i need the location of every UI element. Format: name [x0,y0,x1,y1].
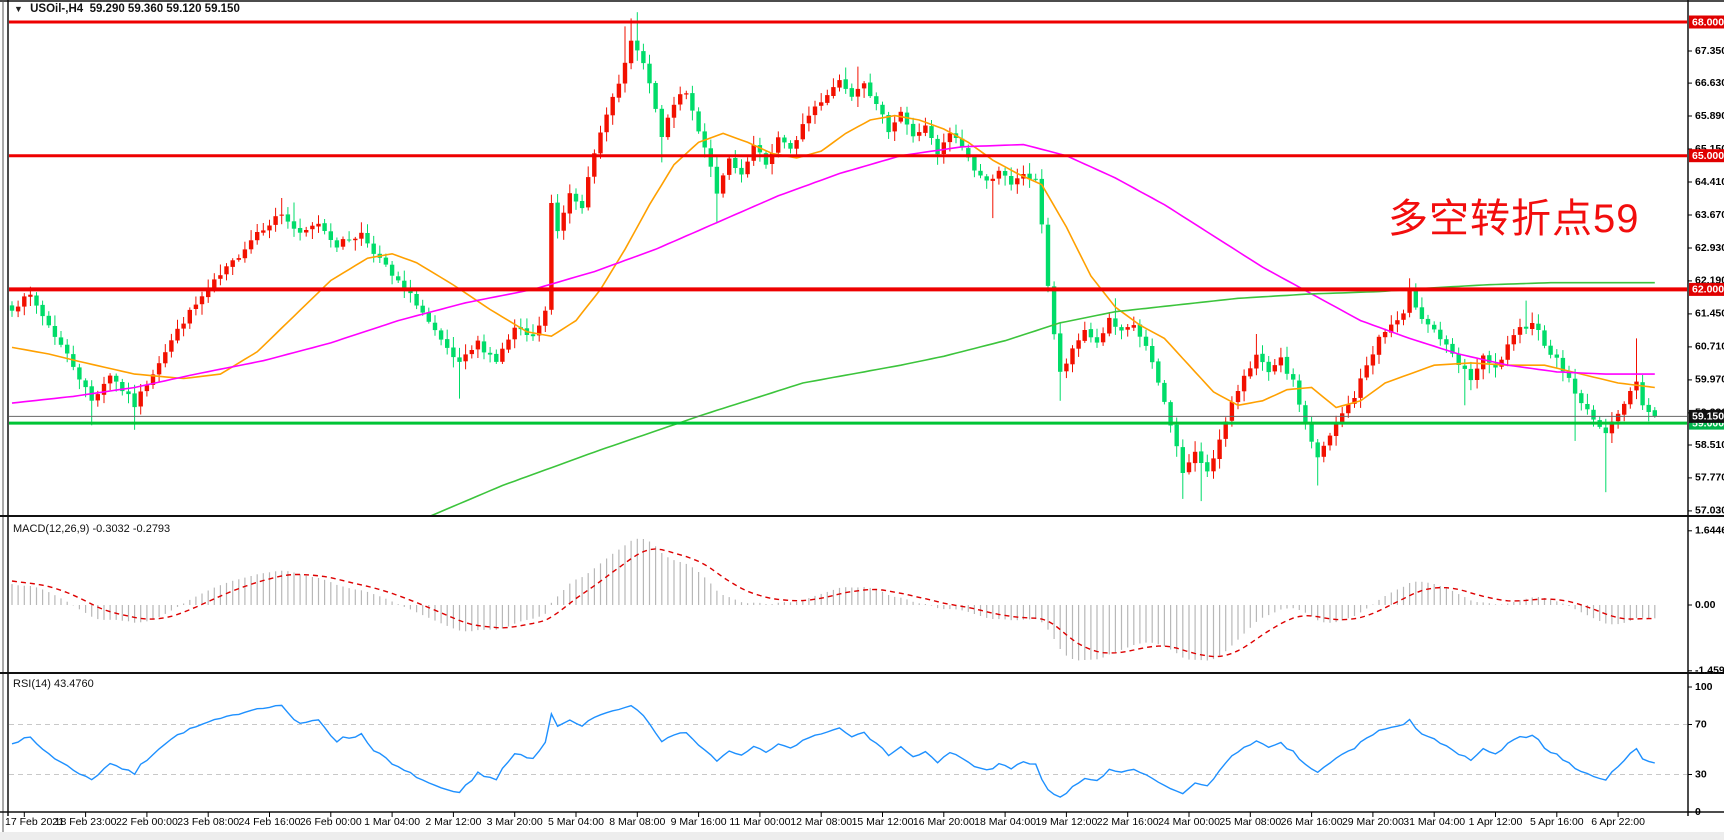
svg-text:59.970: 59.970 [1695,374,1724,386]
svg-text:5 Mar 04:00: 5 Mar 04:00 [548,816,604,828]
svg-text:64.410: 64.410 [1695,176,1724,188]
macd-signal-line [11,548,1655,658]
ma-medium-magenta-line [11,143,1655,404]
svg-text:24 Mar 00:00: 24 Mar 00:00 [1158,816,1220,828]
svg-text:70: 70 [1695,718,1707,730]
svg-text:2 Mar 12:00: 2 Mar 12:00 [425,816,481,828]
svg-text:11 Mar 00:00: 11 Mar 00:00 [729,816,790,828]
svg-text:6 Apr 22:00: 6 Apr 22:00 [1591,816,1645,828]
svg-text:29 Mar 20:00: 29 Mar 20:00 [1342,816,1404,828]
svg-text:60.710: 60.710 [1695,341,1724,353]
svg-text:3 Mar 20:00: 3 Mar 20:00 [487,816,543,828]
window-bottom-strip [0,832,1724,840]
macd-histogram [11,538,1656,661]
macd-indicator-label: MACD(12,26,9) -0.3032 -0.2793 [13,523,170,535]
svg-text:100: 100 [1695,681,1713,693]
svg-text:25 Mar 08:00: 25 Mar 08:00 [1219,816,1281,828]
svg-text:26 Feb 00:00: 26 Feb 00:00 [300,816,362,828]
svg-text:23 Feb 08:00: 23 Feb 08:00 [177,816,239,828]
svg-text:59.150: 59.150 [1692,411,1724,423]
svg-text:24 Feb 16:00: 24 Feb 16:00 [239,816,301,828]
price-axis: 67.35066.63065.89065.15064.41063.67062.9… [1688,15,1724,818]
ohlc-values: 59.290 59.360 59.120 59.150 [89,3,240,15]
svg-text:22 Mar 16:00: 22 Mar 16:00 [1097,816,1159,828]
svg-text:65.890: 65.890 [1695,110,1724,122]
svg-text:58.510: 58.510 [1695,439,1724,451]
symbol-dropdown-icon[interactable]: ▼ [14,4,23,14]
svg-text:19 Mar 12:00: 19 Mar 12:00 [1035,816,1097,828]
svg-text:62.000: 62.000 [1692,284,1724,296]
svg-text:8 Mar 08:00: 8 Mar 08:00 [609,816,665,828]
svg-text:22 Feb 00:00: 22 Feb 00:00 [116,816,178,828]
svg-text:62.930: 62.930 [1695,242,1724,254]
svg-text:30: 30 [1695,768,1707,780]
macd-main-value: -0.3032 [92,523,130,535]
svg-text:1 Apr 12:00: 1 Apr 12:00 [1469,816,1523,828]
svg-text:15 Mar 12:00: 15 Mar 12:00 [852,816,914,828]
svg-text:9 Mar 16:00: 9 Mar 16:00 [671,816,727,828]
rsi-indicator-label: RSI(14) 43.4760 [13,678,94,690]
svg-text:26 Mar 16:00: 26 Mar 16:00 [1281,816,1343,828]
svg-text:0: 0 [1695,806,1701,818]
svg-text:61.450: 61.450 [1695,308,1724,320]
svg-text:-1.4594: -1.4594 [1695,665,1724,677]
svg-text:0.00: 0.00 [1695,599,1716,611]
svg-text:18 Mar 04:00: 18 Mar 04:00 [974,816,1036,828]
svg-text:31 Mar 04:00: 31 Mar 04:00 [1403,816,1465,828]
svg-text:57.770: 57.770 [1695,472,1724,484]
svg-text:66.630: 66.630 [1695,77,1724,89]
svg-text:57.030: 57.030 [1695,505,1724,517]
svg-text:65.000: 65.000 [1692,150,1724,162]
rsi-name: RSI(14) [13,678,51,690]
symbol-period-label: USOil-,H4 [30,3,84,15]
svg-text:12 Mar 08:00: 12 Mar 08:00 [790,816,852,828]
svg-text:68.000: 68.000 [1692,16,1724,28]
svg-text:1 Mar 04:00: 1 Mar 04:00 [364,816,420,828]
annotation-text: 多空转折点59 [1388,197,1640,241]
svg-text:63.670: 63.670 [1695,209,1724,221]
macd-signal-value: -0.2793 [132,523,171,535]
rsi-line [11,704,1655,798]
svg-text:5 Apr 16:00: 5 Apr 16:00 [1530,816,1584,828]
svg-text:67.350: 67.350 [1695,45,1724,57]
svg-text:18 Feb 23:00: 18 Feb 23:00 [55,816,117,828]
svg-text:16 Mar 20:00: 16 Mar 20:00 [913,816,975,828]
candles-layer [9,12,1657,502]
macd-name: MACD(12,26,9) [13,523,90,535]
ma-slow-green-line [430,281,1655,515]
rsi-value: 43.4760 [53,678,94,690]
svg-text:17 Feb 2021: 17 Feb 2021 [5,816,64,828]
svg-text:1.6446: 1.6446 [1695,525,1724,537]
ma-fast-orange-line [11,114,1655,409]
symbol-title: ▼ USOil-,H4 59.290 59.360 59.120 59.150 [14,3,240,15]
